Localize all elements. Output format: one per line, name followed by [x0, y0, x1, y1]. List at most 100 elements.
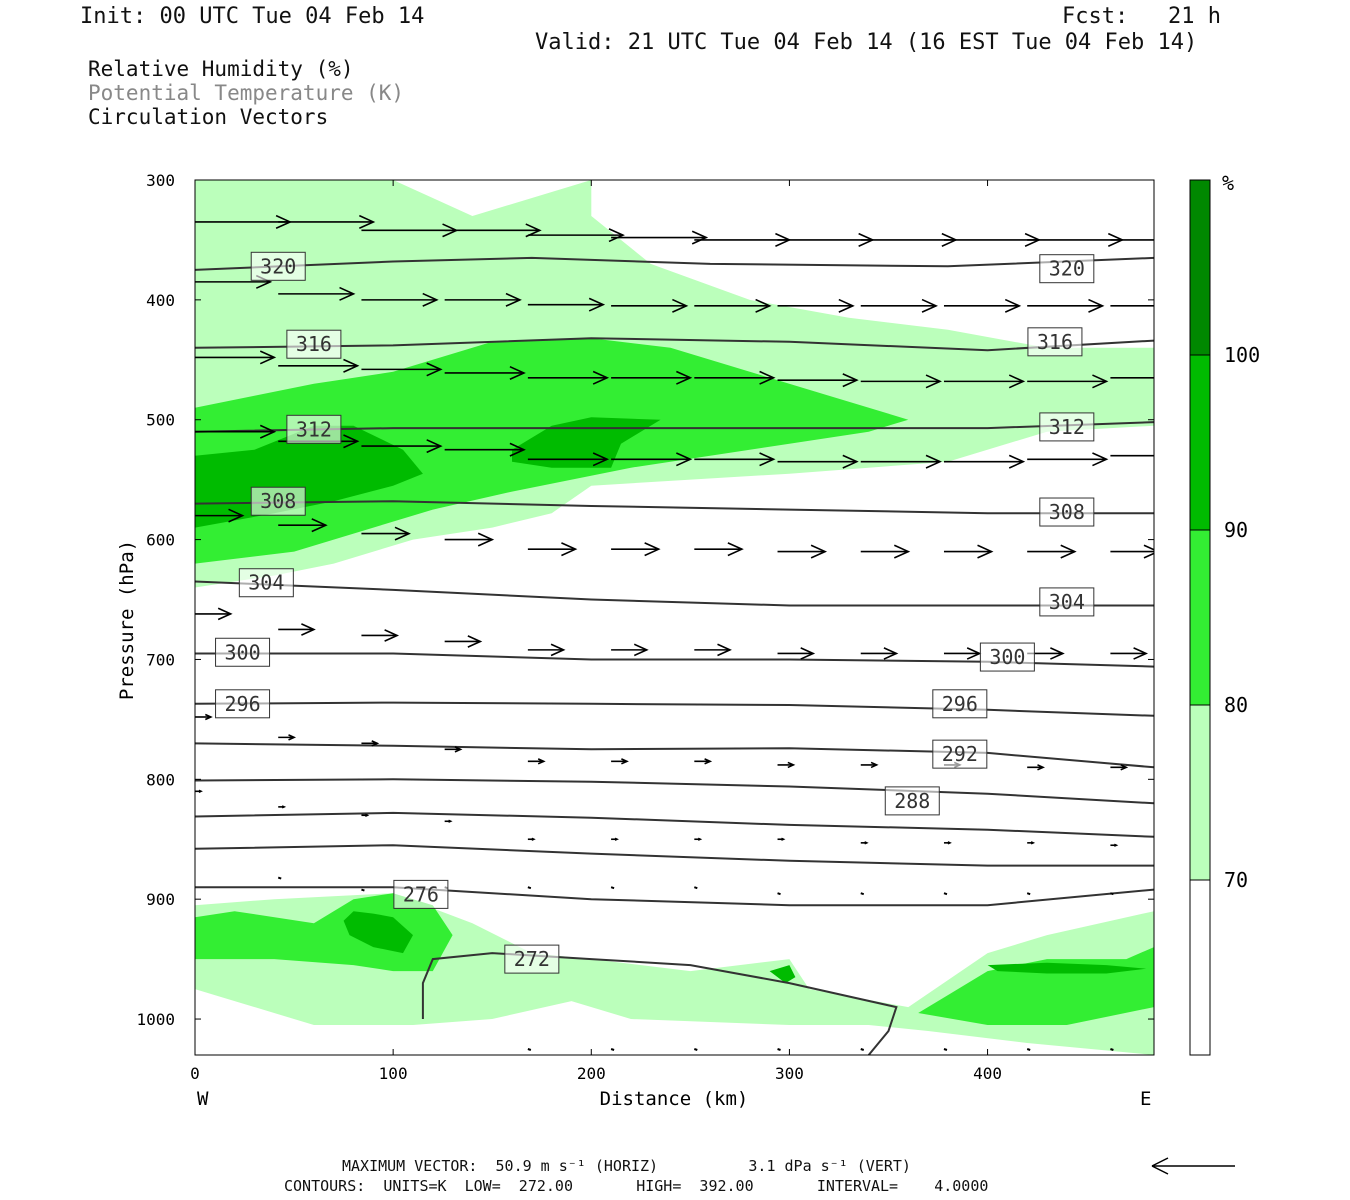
vector-head [672, 298, 689, 313]
circulation-vector [1110, 454, 1154, 457]
circulation-vector [444, 819, 453, 823]
colorbar-swatch-0 [1189, 879, 1211, 1056]
vector-head [883, 647, 899, 660]
circulation-vector [860, 298, 938, 313]
circulation-vector-layer [195, 214, 1190, 1051]
vector-head [1176, 371, 1190, 384]
theta-label-276-0: 276 [393, 879, 449, 909]
theta-label-304-1: 304 [1039, 587, 1095, 617]
circulation-vector [361, 813, 370, 817]
circulation-vector [527, 643, 566, 657]
circulation-vector [777, 647, 816, 660]
axis-layer: 300 400 500 600 700 800 900 1000 0 100 200 300 400 [136, 171, 1154, 1083]
plot-frame [194, 179, 1155, 1056]
circulation-vector [611, 370, 693, 385]
circulation-vector [777, 892, 781, 896]
theta-label-text: 316 [1037, 330, 1073, 354]
vector-head [561, 542, 578, 557]
circulation-vector [694, 837, 703, 841]
theta-label-box [215, 689, 271, 719]
circulation-vector [444, 746, 463, 753]
circulation-vector [1026, 892, 1031, 896]
circulation-vector [611, 643, 649, 657]
vector-head [977, 544, 994, 559]
vector-head [810, 544, 828, 559]
circulation-vector [777, 544, 828, 559]
y-tick-label-1000: 1000 [136, 1010, 175, 1029]
vector-head [614, 837, 619, 841]
vector-head [204, 713, 213, 721]
circulation-vector [361, 740, 380, 747]
circulation-vector [444, 635, 483, 648]
vector-head [1008, 374, 1026, 389]
y-tick-label-600: 600 [146, 531, 175, 550]
vector-head [1133, 647, 1149, 660]
theta-contour-284 [195, 811, 1154, 838]
vector-stub [693, 1048, 698, 1051]
vector-head [311, 518, 328, 533]
theta-contour-296 [195, 701, 1154, 717]
vector-head [1050, 647, 1065, 660]
theta-label-316-1: 316 [1027, 327, 1083, 357]
vector-head [727, 542, 744, 557]
rh-fill-layer [195, 180, 1154, 1055]
vector-head [800, 647, 816, 660]
vector-head [394, 526, 411, 541]
circulation-vector [943, 544, 994, 559]
reference-vector-head [1151, 1157, 1169, 1175]
vector-head [259, 424, 277, 439]
circulation-vector [361, 888, 365, 892]
legend-potential-temperature: Potential Temperature (K) [88, 81, 405, 105]
vector-head [467, 635, 483, 648]
y-tick-label-700: 700 [146, 650, 175, 669]
theta-label-296-0: 296 [215, 689, 271, 719]
circulation-vector [694, 542, 744, 557]
x-axis-label: Distance (km) [600, 1088, 749, 1110]
x-end-label-west: W [197, 1088, 209, 1110]
vector-head [1008, 454, 1026, 469]
theta-label-292-0: 292 [932, 739, 988, 769]
vector-head [608, 228, 625, 243]
theta-label-box [1039, 587, 1095, 617]
circulation-vector [611, 230, 709, 245]
circulation-vector [527, 837, 536, 841]
vector-head [364, 813, 370, 817]
circulation-vector [361, 292, 439, 307]
vector-stub [1026, 1048, 1031, 1051]
vector-stub [1110, 1048, 1114, 1051]
theta-label-text: 292 [942, 742, 978, 766]
circulation-vector [527, 886, 532, 890]
vector-head [198, 789, 203, 793]
y-tick-label-400: 400 [146, 291, 175, 310]
vector-head [531, 837, 536, 841]
vector-head [1092, 452, 1109, 467]
colorbar-label-100: 100 [1224, 343, 1260, 367]
theta-label-300-1: 300 [979, 642, 1035, 672]
vector-head [759, 370, 776, 385]
colorbar-swatch-1 [1189, 704, 1211, 881]
vector-head [477, 532, 495, 547]
vector-head [697, 837, 703, 841]
theta-label-text: 308 [1049, 500, 1085, 524]
rh-region-90-6 [512, 417, 661, 468]
theta-contour-316 [195, 337, 1154, 352]
theta-label-320-0: 320 [250, 251, 306, 281]
x-tick-label-200: 200 [577, 1064, 606, 1083]
circulation-vector [527, 542, 578, 557]
theta-label-300-0: 300 [215, 637, 271, 667]
theta-contour-304 [195, 580, 1154, 607]
circulation-vector [777, 232, 875, 247]
circulation-vector [860, 841, 869, 845]
circulation-vector [1110, 239, 1154, 241]
circulation-vector [1110, 1048, 1114, 1051]
y-axis-label: Pressure (hPa) [116, 540, 138, 700]
circulation-vector [694, 232, 792, 247]
rh-region-80-3 [195, 893, 453, 972]
theta-contour-312 [195, 421, 1154, 433]
circulation-vector [1110, 764, 1129, 771]
circulation-vector [278, 805, 287, 809]
circulation-vector [943, 892, 948, 896]
vector-head [704, 758, 713, 765]
theta-label-box [238, 568, 294, 598]
theta-label-text: 308 [260, 489, 296, 513]
